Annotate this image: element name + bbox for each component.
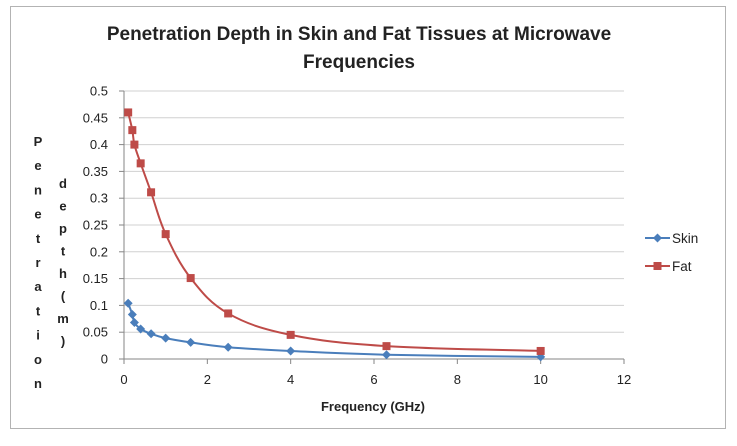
data-point: [224, 309, 233, 318]
y-tick-label: 0.2: [90, 244, 108, 259]
x-tick-label: 10: [533, 372, 547, 387]
y-label-char: P: [34, 134, 43, 149]
data-point: [186, 337, 196, 347]
y-label-char: n: [34, 376, 42, 391]
y-label-char: t: [36, 231, 41, 246]
data-point: [223, 342, 233, 352]
y-label-char: e: [34, 207, 41, 222]
y-label-char: (: [61, 289, 66, 304]
data-point: [161, 230, 170, 239]
legend-item-skin: Skin: [645, 231, 698, 246]
y-tick-label: 0.3: [90, 191, 108, 206]
y-tick-label: 0.1: [90, 298, 108, 313]
x-tick-label: 2: [204, 372, 211, 387]
data-point: [136, 159, 145, 168]
data-point: [147, 188, 156, 197]
y-tick-labels: 0 0.05 0.1 0.15 0.2 0.25 0.3 0.35 0.4 0.45 0.5: [83, 84, 108, 367]
y-tick-label: 0.25: [83, 218, 108, 233]
legend-marker: [653, 233, 662, 243]
y-label-char: t: [36, 303, 41, 318]
legend-label: Fat: [672, 259, 692, 274]
data-point: [382, 350, 391, 360]
x-tick-labels: 0 2 4 6 8 10 12: [120, 372, 631, 387]
x-axis-label: Frequency (GHz): [321, 399, 425, 414]
y-axis-label-penetration: Penetration: [34, 134, 43, 391]
y-label-char: a: [34, 279, 42, 294]
y-label-char: n: [34, 182, 42, 197]
y-label-char: m: [57, 311, 69, 326]
y-label-char: t: [61, 244, 66, 259]
data-point: [161, 333, 171, 343]
data-point: [286, 346, 296, 356]
x-tick-label: 12: [617, 372, 631, 387]
y-label-char: o: [34, 352, 42, 367]
data-point: [124, 108, 133, 117]
data-point: [382, 342, 391, 351]
y-tick-label: 0.5: [90, 84, 108, 99]
y-label-char: i: [36, 328, 40, 343]
data-point: [128, 126, 137, 135]
y-tick-label: 0.35: [83, 164, 108, 179]
y-label-char: ): [61, 334, 65, 349]
legend-item-fat: Fat: [645, 259, 692, 274]
y-tick-label: 0.05: [83, 325, 108, 340]
y-tick-label: 0.4: [90, 137, 108, 152]
series-layer: [123, 108, 546, 362]
chart-title-line2: Frequencies: [303, 52, 415, 73]
data-point: [130, 140, 139, 149]
y-tick-label: 0.15: [83, 271, 108, 286]
y-label-char: e: [59, 199, 66, 214]
y-tick-label: 0: [101, 352, 108, 367]
y-label-char: r: [35, 255, 40, 270]
legend: Skin Fat: [645, 231, 698, 274]
series-skin: [123, 298, 546, 362]
x-tick-label: 0: [120, 372, 127, 387]
chart-title-line1: Penetration Depth in Skin and Fat Tissue…: [107, 24, 611, 45]
data-point: [536, 346, 545, 355]
data-point: [129, 318, 139, 328]
series-fat: [124, 108, 545, 355]
y-tick-label: 0.45: [83, 110, 108, 125]
series-line: [127, 112, 541, 352]
gridlines: [124, 90, 624, 333]
data-point: [123, 298, 133, 308]
axes: [119, 90, 625, 364]
y-label-char: h: [59, 266, 67, 281]
y-label-char: e: [34, 158, 41, 173]
data-point: [286, 330, 295, 339]
y-label-char: p: [59, 221, 67, 236]
x-tick-label: 6: [370, 372, 377, 387]
x-tick-label: 8: [454, 372, 461, 387]
legend-label: Skin: [672, 231, 698, 246]
y-label-char: d: [59, 176, 67, 191]
data-point: [136, 324, 146, 334]
data-point: [186, 274, 195, 283]
legend-marker: [653, 262, 662, 270]
x-tick-label: 4: [287, 372, 294, 387]
data-point: [127, 310, 137, 320]
data-point: [146, 329, 156, 339]
